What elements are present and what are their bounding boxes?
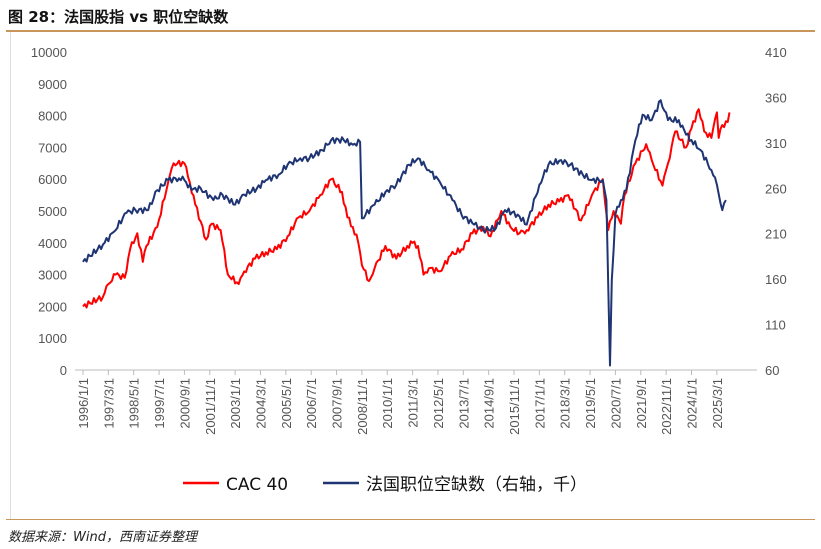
title-divider — [6, 30, 815, 32]
left-axis-tick-label: 4000 — [38, 236, 67, 251]
left-axis-tick-label: 1000 — [38, 331, 67, 346]
x-axis-tick-label: 2021/9/1 — [634, 378, 649, 429]
left-axis-tick-label: 0 — [60, 363, 67, 378]
x-axis-tick-label: 2019/5/1 — [583, 378, 598, 429]
x-axis-tick-label: 2018/3/1 — [558, 378, 573, 429]
x-axis-tick-label: 2001/11/1 — [203, 378, 218, 435]
left-axis-tick-label: 9000 — [38, 77, 67, 92]
x-axis-tick-label: 2013/7/1 — [456, 378, 471, 429]
legend-label-cac40: CAC 40 — [226, 475, 288, 495]
left-axis-tick-label: 7000 — [38, 140, 67, 155]
left-axis-tick-label: 3000 — [38, 268, 67, 283]
x-axis-tick-label: 1999/7/1 — [152, 378, 167, 429]
x-axis-tick-label: 2015/11/1 — [507, 378, 522, 435]
right-axis-tick-label: 110 — [765, 318, 786, 333]
left-axis-tick-label: 2000 — [38, 299, 67, 314]
vacancies-series-line — [82, 99, 727, 367]
x-axis-tick-label: 1998/5/1 — [127, 378, 142, 429]
x-axis-tick-label: 2025/3/1 — [710, 378, 725, 429]
right-axis-tick-label: 260 — [765, 181, 787, 196]
x-axis-tick-label: 2012/5/1 — [431, 378, 446, 429]
right-axis-tick-label: 60 — [765, 363, 779, 378]
right-axis-tick-label: 160 — [765, 272, 787, 287]
x-axis-tick-label: 2024/1/1 — [684, 378, 699, 429]
x-axis-tick-label: 1996/1/1 — [76, 378, 91, 429]
left-axis-tick-label: 8000 — [38, 109, 67, 124]
x-axis-tick-label: 2010/1/1 — [380, 378, 395, 429]
cac40-series-line — [82, 108, 731, 309]
x-axis-tick-label: 2007/9/1 — [330, 378, 345, 429]
x-axis-tick-label: 1997/3/1 — [101, 378, 116, 429]
x-axis-tick-label: 2014/9/1 — [482, 378, 497, 429]
x-axis-tick-label: 2011/3/1 — [406, 378, 421, 428]
legend-label-vacancies: 法国职位空缺数（右轴，千） — [366, 475, 587, 495]
bottom-divider — [6, 519, 815, 520]
right-axis-tick-label: 310 — [765, 136, 787, 151]
left-axis-tick-label: 10000 — [31, 45, 67, 60]
left-axis-tick-label: 6000 — [38, 172, 67, 187]
right-axis-tick-label: 410 — [765, 45, 787, 60]
left-axis-tick-label: 5000 — [38, 204, 67, 219]
x-axis-tick-label: 2006/7/1 — [304, 378, 319, 429]
x-axis-tick-label: 2020/7/1 — [608, 378, 623, 429]
x-axis-tick-label: 2005/5/1 — [279, 378, 294, 429]
right-axis-tick-label: 210 — [765, 227, 787, 242]
x-axis-tick-label: 2017/1/1 — [532, 378, 547, 429]
frame-left-border — [10, 32, 11, 520]
figure-title: 图 28：法国股指 vs 职位空缺数 — [8, 8, 229, 26]
x-axis-tick-label: 2000/9/1 — [177, 378, 192, 429]
right-axis-tick-label: 360 — [765, 90, 787, 105]
x-axis-tick-label: 2008/11/1 — [355, 378, 370, 435]
source-note: 数据来源：Wind，西南证券整理 — [8, 530, 197, 545]
x-axis-tick-label: 2004/3/1 — [253, 378, 268, 429]
x-axis-tick-label: 2022/11/1 — [659, 378, 674, 435]
x-axis-tick-label: 2003/1/1 — [228, 378, 243, 429]
